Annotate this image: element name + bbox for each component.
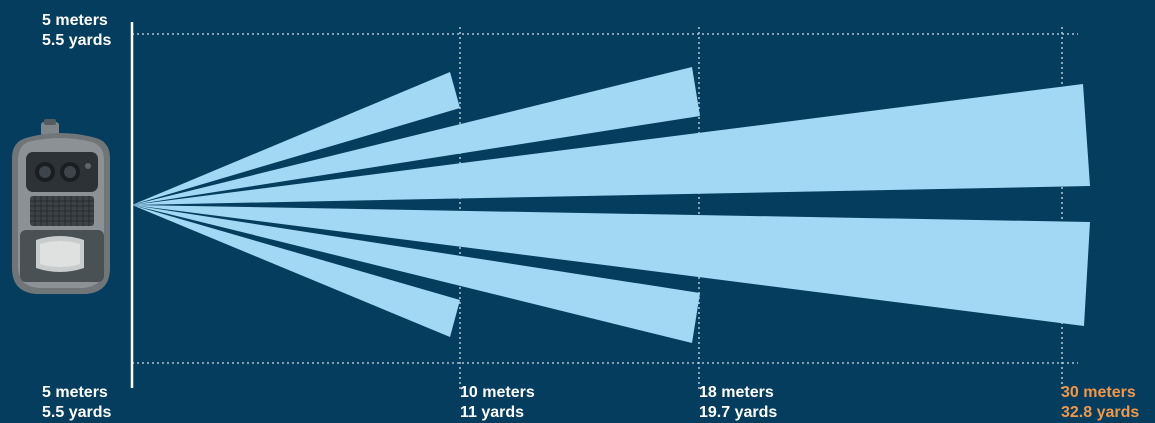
bottom-left-yards-label: 5.5 yards [42,404,112,421]
mark-10m-meters-label: 10 meters [460,384,535,401]
beam-lower-10m [132,205,460,337]
beam-lower-18m [132,205,700,343]
beam-upper-30m [132,84,1090,205]
motion-sensor-camera-icon [12,119,110,294]
beam-upper-18m [132,67,700,205]
mark-18m-meters-label: 18 meters [699,384,774,401]
beam-lower-30m [132,205,1090,326]
beam-upper-10m [132,72,460,205]
top-left-meters-label: 5 meters [42,12,108,29]
top-left-yards-label: 5.5 yards [42,32,112,49]
mark-10m-yards-label: 11 yards [460,404,525,421]
mark-18m-yards-label: 19.7 yards [699,404,778,421]
mark-30m-yards-label: 32.8 yards [1061,404,1140,421]
bottom-left-meters-label: 5 meters [42,384,108,401]
mark-30m-meters-label: 30 meters [1061,384,1136,401]
